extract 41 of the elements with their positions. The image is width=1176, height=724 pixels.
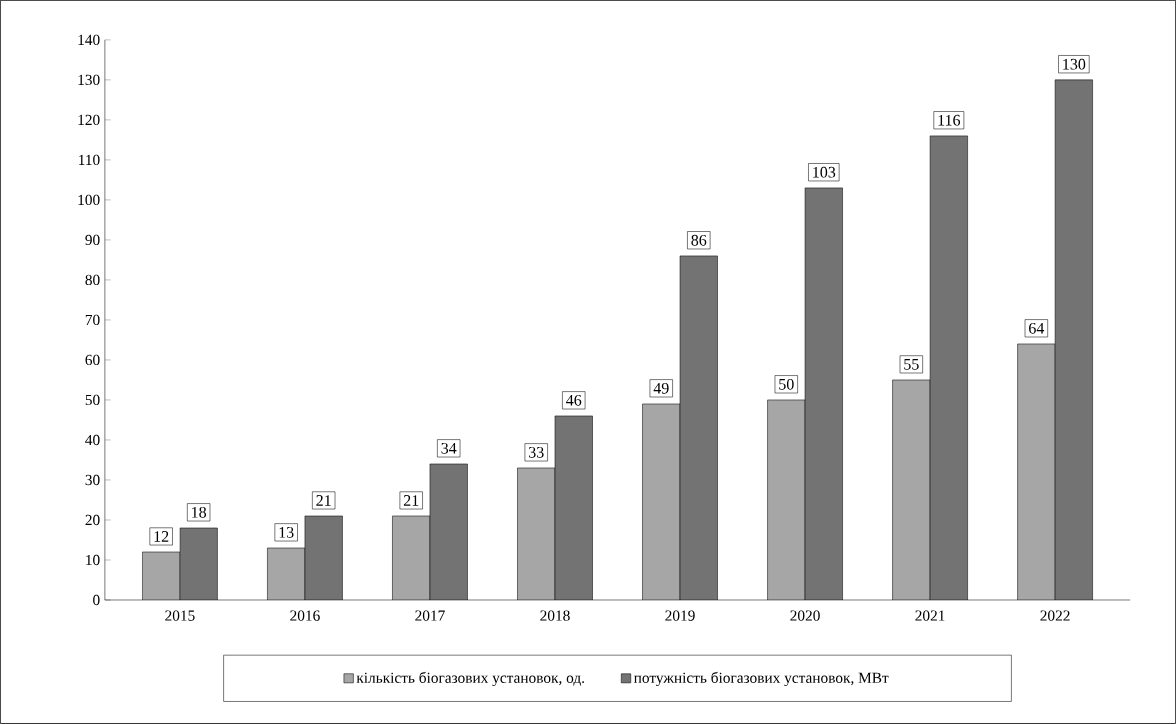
y-tick-label: 10	[86, 554, 100, 566]
data-label: 50	[779, 378, 794, 390]
y-tick-label: 90	[85, 234, 100, 246]
y-tick-label: 20	[85, 514, 100, 526]
data-label: 12	[154, 531, 169, 542]
data-label: 33	[529, 446, 544, 458]
y-tick-label: 110	[79, 154, 100, 166]
y-tick-label: 60	[85, 354, 100, 366]
x-tick-label: 2020	[790, 610, 820, 621]
data-label: 46	[566, 394, 582, 406]
data-label: 13	[279, 527, 294, 538]
legend-label: потужність біогазових установок, МВт	[633, 671, 889, 687]
data-label: 130	[1063, 58, 1086, 70]
y-tick-label: 0	[93, 594, 100, 606]
y-tick-label: 140	[78, 34, 100, 46]
data-label: 49	[653, 382, 669, 394]
y-tick-label: 130	[78, 74, 100, 86]
y-tick-label: 100	[78, 194, 100, 206]
x-tick-label: 2022	[1040, 610, 1070, 621]
data-label: 64	[1029, 322, 1045, 334]
data-label: 18	[192, 506, 207, 518]
y-tick-label: 80	[85, 274, 100, 286]
y-tick-label: 120	[78, 114, 100, 126]
y-tick-label: 70	[85, 314, 100, 326]
x-tick-label: 2015	[165, 610, 195, 621]
x-tick-label: 2021	[915, 610, 945, 621]
data-label: 103	[813, 166, 836, 178]
y-tick-label: 50	[85, 394, 100, 406]
x-tick-label: 2017	[415, 610, 445, 621]
x-tick-label: 2016	[290, 610, 320, 621]
data-label: 34	[441, 442, 457, 454]
data-label: 116	[938, 114, 961, 126]
x-tick-label: 2018	[540, 610, 570, 621]
legend-label: кількість біогазових установок, од.	[356, 671, 585, 687]
y-tick-label: 30	[85, 474, 100, 486]
data-label: 21	[316, 495, 331, 506]
data-label: 86	[691, 234, 707, 246]
data-label: 21	[403, 495, 419, 506]
y-tick-label: 40	[85, 434, 100, 446]
data-label: 55	[904, 359, 919, 370]
x-tick-label: 2019	[665, 610, 695, 621]
